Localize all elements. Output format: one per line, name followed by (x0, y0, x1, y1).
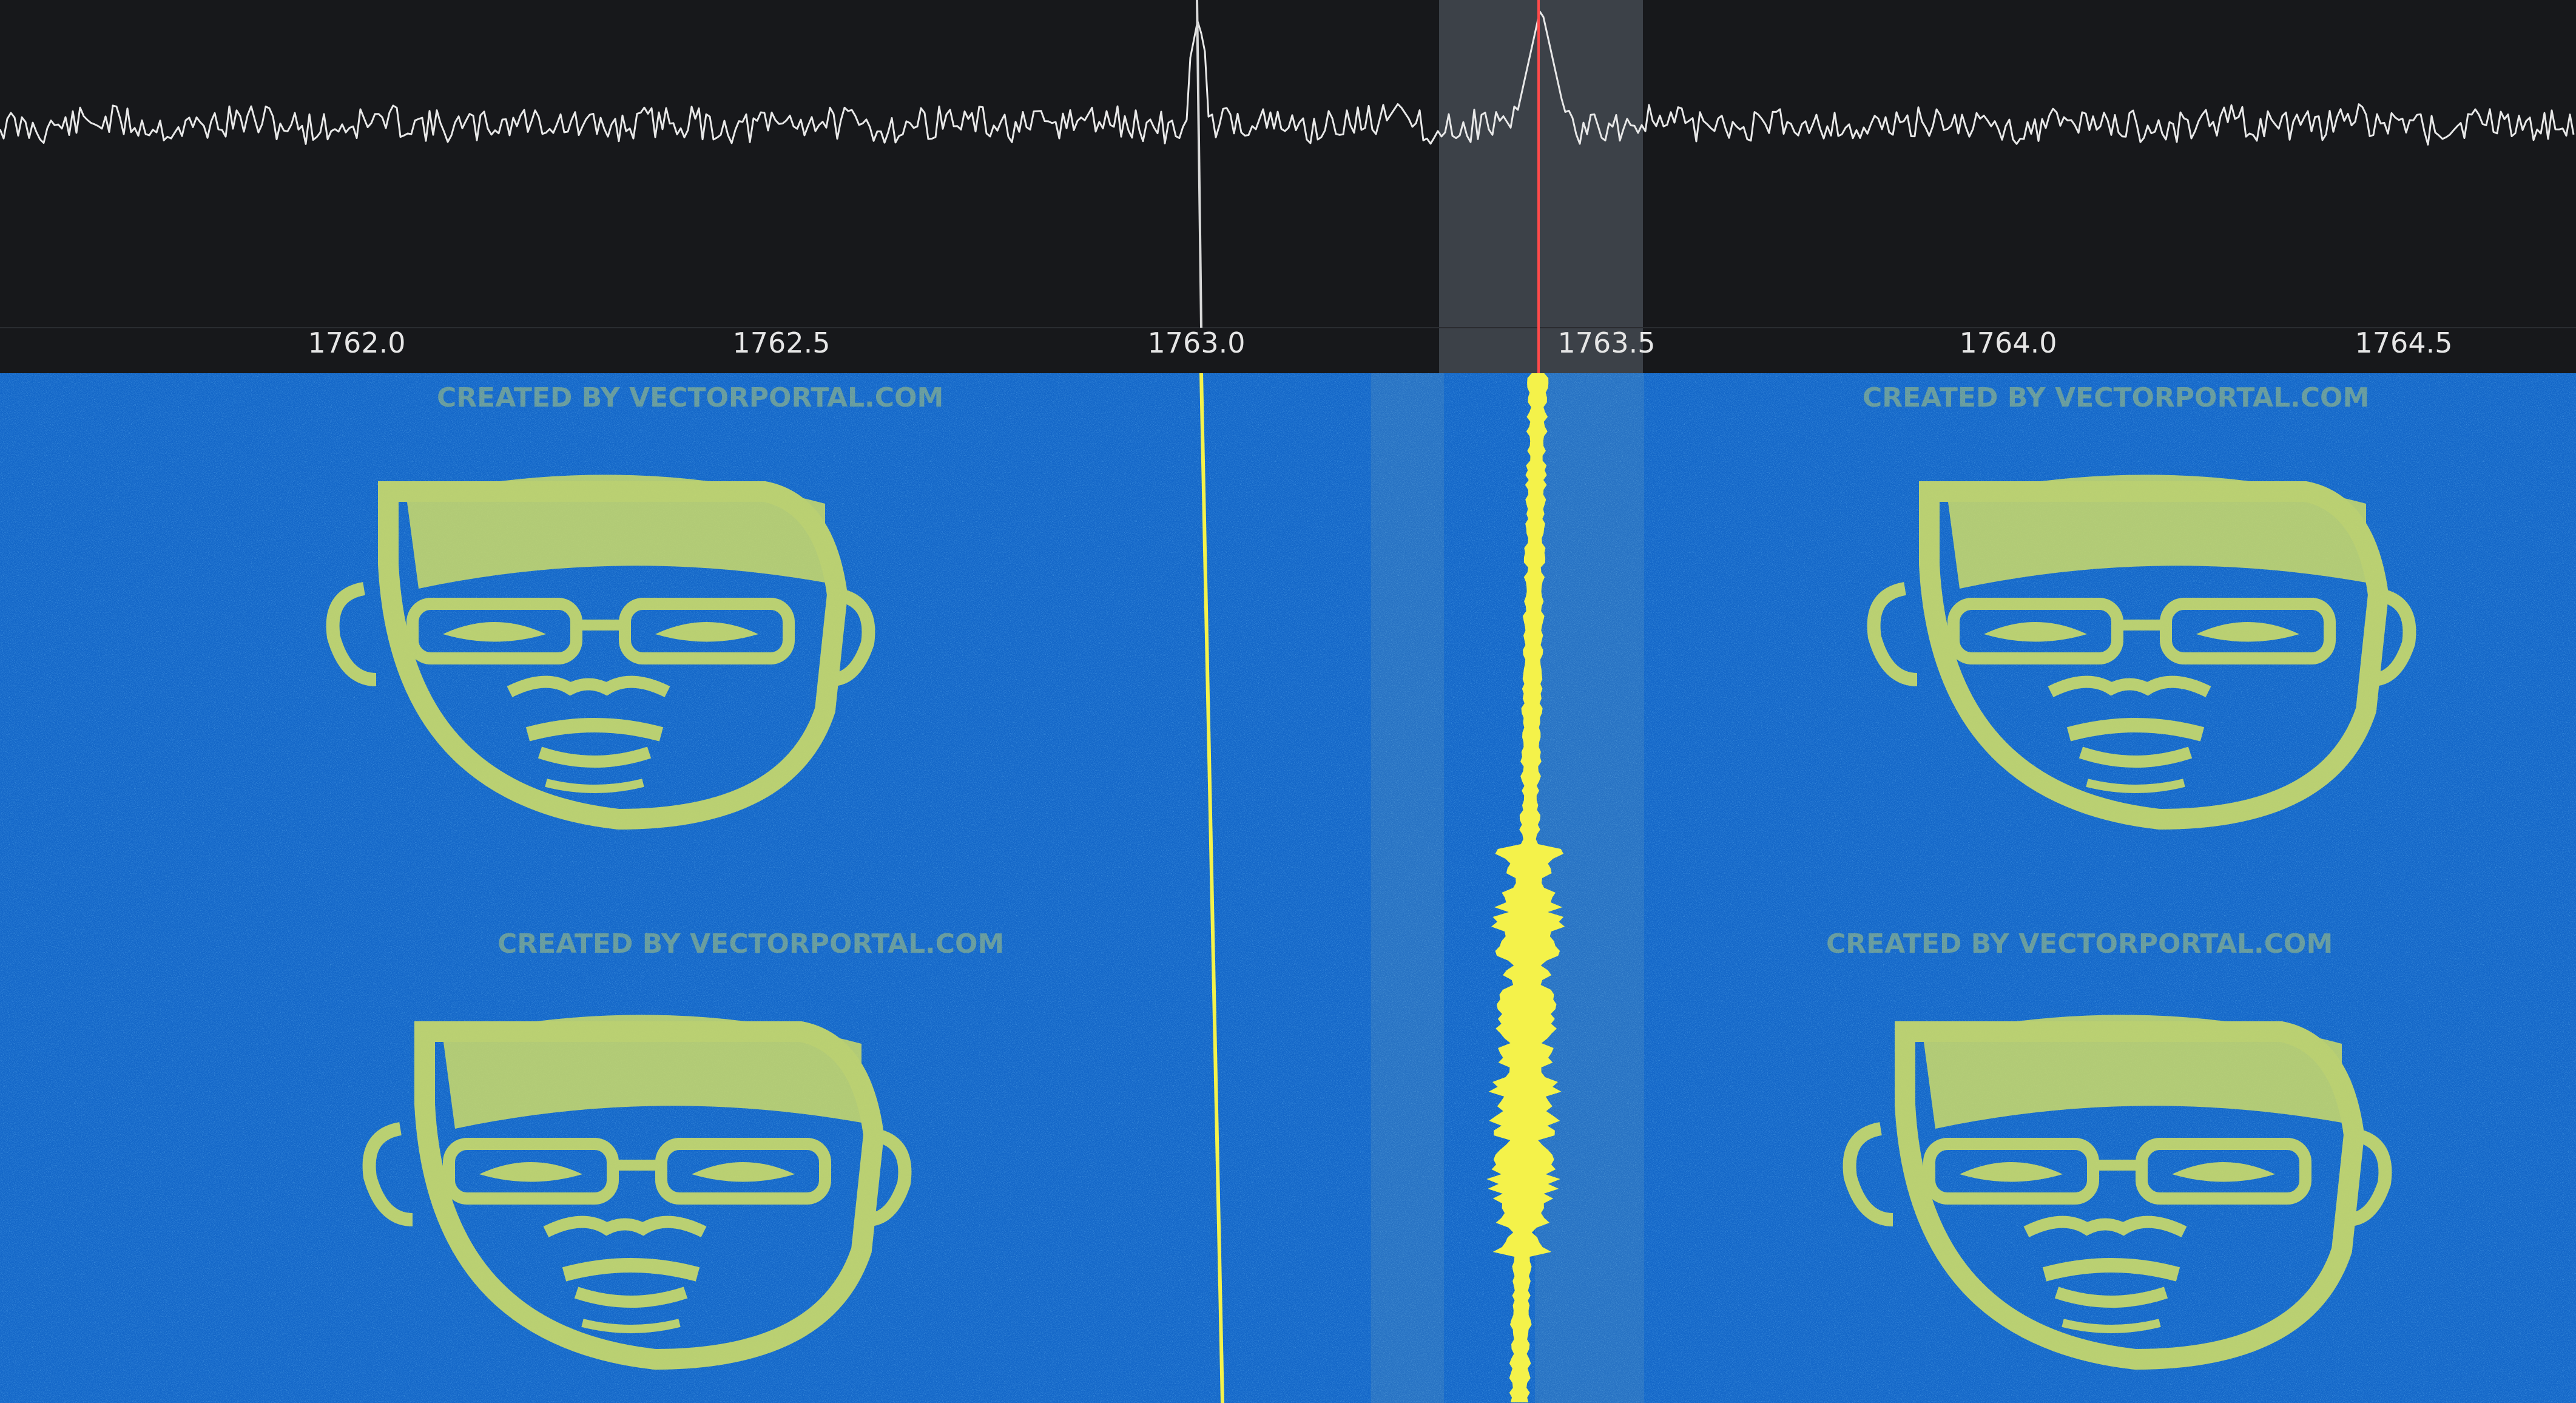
waterfall-faint-bands (1371, 373, 1644, 1403)
waterfall-panel[interactable]: CREATED BY VECTORPORTAL.COM CREATED BY V… (0, 373, 2576, 1403)
watermark-text: CREATED BY VECTORPORTAL.COM (497, 928, 1004, 959)
waterfall-plot: CREATED BY VECTORPORTAL.COM CREATED BY V… (0, 373, 2576, 1403)
watermark-text: CREATED BY VECTORPORTAL.COM (437, 382, 943, 413)
frequency-tick-label: 1763.5 (1557, 326, 1656, 359)
frequency-tick-label: 1762.5 (732, 326, 831, 359)
spectrum-plot (0, 0, 2576, 373)
watermark-text-group: CREATED BY VECTORPORTAL.COM CREATED BY V… (437, 382, 2369, 959)
frequency-tick-label: 1763.0 (1147, 326, 1246, 359)
frequency-tick-label: 1762.0 (308, 326, 406, 359)
waterfall-carrier-trace (1486, 373, 1565, 1402)
frequency-tick-label: 1764.5 (2355, 326, 2453, 359)
watermark-text: CREATED BY VECTORPORTAL.COM (1826, 928, 2333, 959)
receiver-passband-highlight[interactable] (1439, 0, 1643, 373)
watermark-text: CREATED BY VECTORPORTAL.COM (1863, 382, 2369, 413)
spectrum-marker-line[interactable] (1196, 0, 1202, 328)
waterfall-marker-line (1199, 373, 1224, 1403)
frequency-tick-label: 1764.0 (1959, 326, 2057, 359)
spectrum-panel[interactable]: 1762.0 1762.5 1763.0 1763.5 1764.0 1764.… (0, 0, 2576, 373)
spectrum-trace (0, 10, 2575, 146)
